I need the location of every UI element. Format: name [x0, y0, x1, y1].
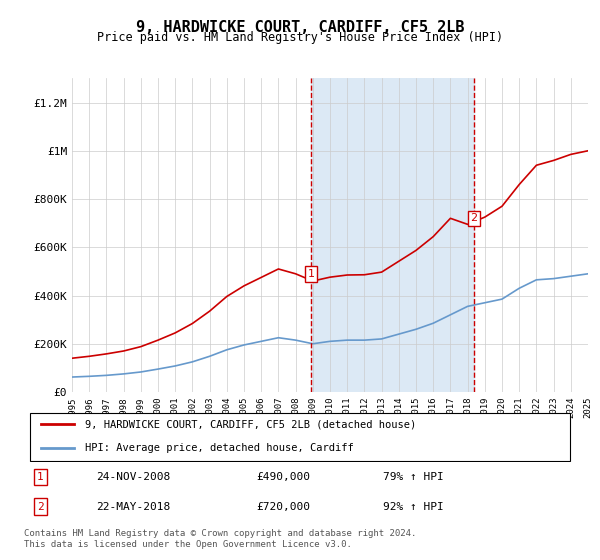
- Text: £720,000: £720,000: [256, 502, 310, 512]
- Text: Contains HM Land Registry data © Crown copyright and database right 2024.
This d: Contains HM Land Registry data © Crown c…: [24, 529, 416, 549]
- Text: HPI: Average price, detached house, Cardiff: HPI: Average price, detached house, Card…: [85, 443, 353, 453]
- Text: 1: 1: [308, 269, 314, 279]
- Text: 2: 2: [470, 213, 478, 223]
- Text: 9, HARDWICKE COURT, CARDIFF, CF5 2LB (detached house): 9, HARDWICKE COURT, CARDIFF, CF5 2LB (de…: [85, 419, 416, 429]
- Text: 9, HARDWICKE COURT, CARDIFF, CF5 2LB: 9, HARDWICKE COURT, CARDIFF, CF5 2LB: [136, 20, 464, 35]
- Text: Price paid vs. HM Land Registry's House Price Index (HPI): Price paid vs. HM Land Registry's House …: [97, 31, 503, 44]
- Text: 22-MAY-2018: 22-MAY-2018: [96, 502, 170, 512]
- Text: 79% ↑ HPI: 79% ↑ HPI: [383, 472, 443, 482]
- Text: 1: 1: [37, 472, 44, 482]
- Bar: [311, 78, 474, 392]
- Text: £490,000: £490,000: [256, 472, 310, 482]
- FancyBboxPatch shape: [29, 413, 571, 461]
- Text: 2: 2: [37, 502, 44, 512]
- Text: 24-NOV-2008: 24-NOV-2008: [96, 472, 170, 482]
- Text: 92% ↑ HPI: 92% ↑ HPI: [383, 502, 443, 512]
